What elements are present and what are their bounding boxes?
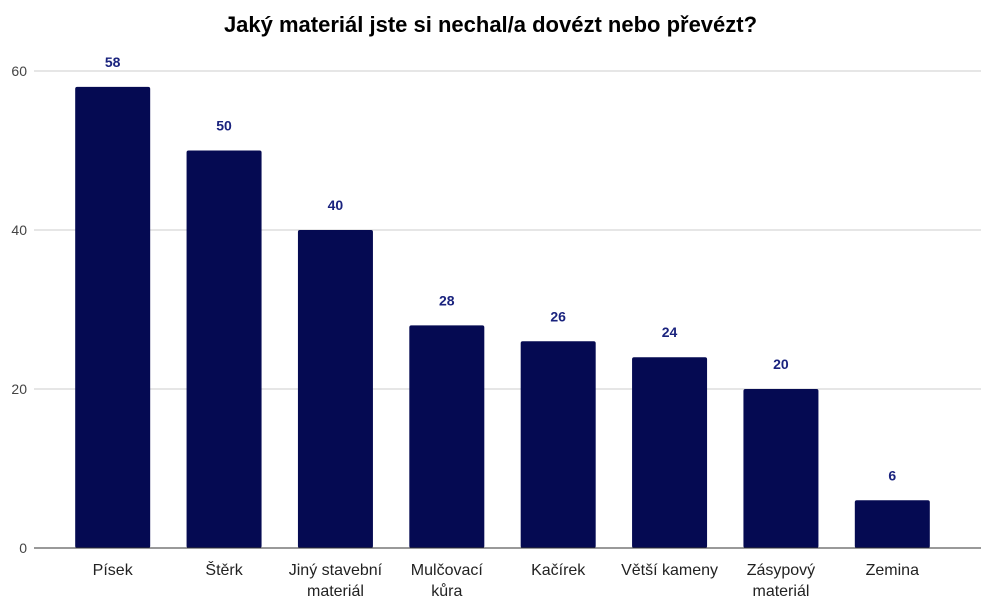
data-label-2: 40 — [328, 197, 344, 213]
y-tick-label-1: 20 — [11, 381, 27, 397]
bar-7 — [854, 500, 930, 548]
data-label-5: 24 — [662, 324, 678, 340]
bar-2 — [297, 230, 373, 548]
bars — [75, 86, 930, 549]
data-label-3: 28 — [439, 292, 455, 308]
x-tick-label-line: kůra — [431, 582, 462, 597]
data-label-6: 20 — [773, 356, 789, 372]
x-tick-label-line: materiál — [307, 583, 364, 597]
bar-4 — [520, 341, 596, 548]
x-tick-label-line: Kačírek — [531, 562, 586, 579]
chart-title: Jaký materiál jste si nechal/a dovézt ne… — [223, 12, 758, 37]
y-tick-label-3: 60 — [11, 63, 27, 79]
x-tick-label-3: Mulčovací kůra — [411, 562, 484, 597]
x-tick-label-line: materiál — [752, 583, 809, 597]
x-tick-label-7: Zemina — [866, 562, 919, 579]
data-labels: 58 50 40 28 26 24 20 6 — [105, 54, 897, 483]
data-label-4: 26 — [550, 308, 566, 324]
data-label-0: 58 — [105, 54, 121, 70]
x-tick-label-1: Štěrk — [205, 560, 243, 579]
grid-lines — [34, 70, 981, 390]
bar-5 — [632, 357, 708, 548]
x-tick-label-line: Jiný stavební — [289, 562, 383, 579]
x-tick-label-0: Písek — [93, 562, 134, 579]
x-tick-label-line: Větší kameny — [621, 562, 718, 579]
x-tick-label-line: Mulčovací — [411, 562, 484, 579]
x-tick-label-2: Jiný stavební materiál — [289, 562, 383, 597]
x-tick-label-line: Zásypový — [747, 562, 815, 579]
x-tick-label-line: Štěrk — [205, 560, 243, 579]
x-axis-ticks: Písek Štěrk Jiný stavební materiál Mulčovací… — [93, 560, 919, 597]
x-tick-label-4: Kačírek — [531, 562, 586, 579]
x-tick-label-6: Zásypový materiál — [747, 562, 815, 597]
bar-6 — [743, 389, 819, 548]
x-tick-label-5: Větší kameny — [621, 562, 718, 579]
y-tick-label-2: 40 — [11, 222, 27, 238]
x-tick-label-line: Zemina — [866, 562, 919, 579]
x-tick-label-line: Písek — [93, 562, 134, 579]
data-label-7: 6 — [888, 467, 896, 483]
bar-1 — [186, 150, 262, 548]
y-tick-label-0: 0 — [19, 540, 27, 556]
bar-3 — [409, 325, 485, 548]
data-label-1: 50 — [216, 118, 232, 134]
bar-0 — [75, 86, 151, 549]
y-axis-ticks: 0 20 40 60 — [11, 63, 27, 556]
